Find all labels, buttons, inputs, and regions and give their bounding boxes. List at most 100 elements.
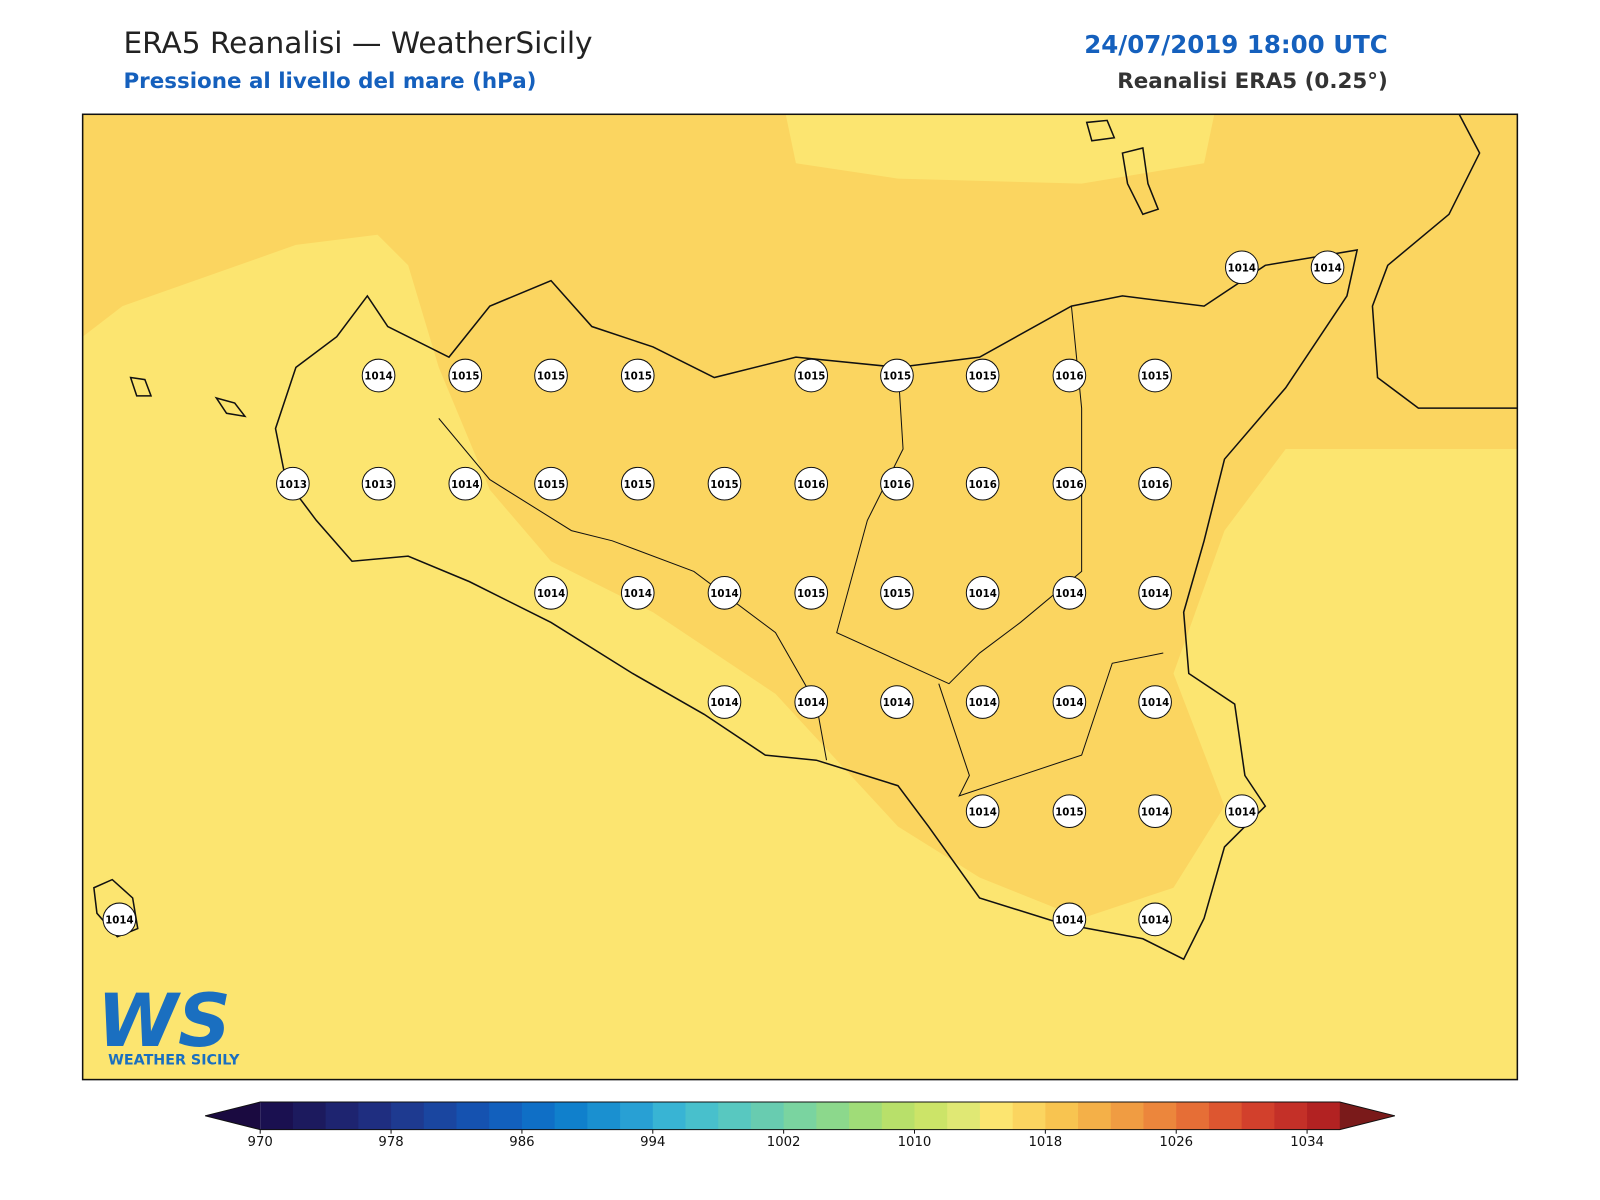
colorbar-bin — [489, 1102, 523, 1130]
station-value: 1014 — [364, 372, 392, 383]
station-marker — [620, 466, 655, 501]
colorbar-bin — [750, 1102, 785, 1130]
colorbar-tick-label: 1018 — [1028, 1135, 1062, 1150]
island — [214, 396, 247, 418]
station-value: 1015 — [537, 480, 565, 491]
station-marker — [102, 902, 137, 937]
station-marker — [1138, 466, 1172, 501]
station-value: 1014 — [797, 698, 825, 709]
subtitle: Pressione al livello del mare (hPa) — [123, 69, 536, 94]
colorbar-bin — [391, 1102, 425, 1130]
station-value: 1014 — [1141, 698, 1169, 709]
station-marker — [965, 576, 1000, 610]
coastline — [274, 249, 1359, 961]
station-value: 1015 — [1141, 372, 1169, 383]
colorbar-bin — [1208, 1102, 1243, 1130]
colorbar-bin — [1110, 1102, 1145, 1130]
station-value: 1015 — [797, 372, 825, 383]
colorbar-bin — [1012, 1102, 1046, 1130]
station-value: 1016 — [797, 480, 825, 491]
station-value: 1014 — [1228, 807, 1256, 818]
station-value: 1014 — [710, 698, 738, 709]
colorbar-bin — [456, 1102, 490, 1130]
station-marker — [880, 685, 914, 719]
station-marker — [448, 358, 483, 393]
station-marker — [794, 358, 829, 393]
colorbar-tick-label: 986 — [509, 1135, 534, 1150]
station-value: 1014 — [1228, 263, 1256, 274]
datetime: 24/07/2019 18:00 UTC — [1084, 30, 1388, 59]
station-value: 1015 — [968, 372, 996, 383]
station-marker — [1225, 250, 1259, 285]
colorbar-bin — [914, 1102, 948, 1130]
field-low — [82, 234, 1518, 1080]
station-value: 1015 — [883, 589, 911, 600]
colorbar-bin — [358, 1102, 392, 1130]
station-marker — [707, 685, 742, 719]
station-marker — [1052, 576, 1087, 610]
station-marker — [361, 466, 396, 501]
station-value: 1014 — [883, 698, 911, 709]
station-marker — [1052, 685, 1087, 719]
station-marker — [1225, 794, 1259, 829]
station-value: 1015 — [883, 372, 911, 383]
colorbar-bin — [620, 1102, 654, 1130]
colorbar-bin — [1274, 1102, 1308, 1130]
colorbar-bin — [1045, 1102, 1079, 1130]
colorbar-tick-label: 1010 — [898, 1135, 932, 1150]
colorbar-bin — [554, 1102, 588, 1130]
station-value: 1014 — [537, 589, 565, 600]
station-value: 1014 — [710, 589, 738, 600]
colorbar-under — [205, 1102, 261, 1130]
colorbar-bin — [979, 1102, 1014, 1130]
station-value: 1015 — [537, 372, 565, 383]
station-marker — [448, 466, 483, 501]
station-value: 1014 — [1055, 698, 1083, 709]
station-value: 1013 — [279, 480, 307, 491]
station-value: 1014 — [624, 589, 652, 600]
province-border — [938, 652, 1164, 797]
colorbar-tick-label: 1026 — [1159, 1135, 1193, 1150]
colorbar-over — [1339, 1102, 1395, 1130]
station-value: 1016 — [968, 480, 996, 491]
station-marker — [276, 466, 310, 501]
station-value: 1015 — [624, 480, 652, 491]
colorbar-tick-label: 1034 — [1290, 1135, 1324, 1150]
station-value: 1014 — [451, 480, 479, 491]
colorbar-tick-label: 1002 — [767, 1135, 801, 1150]
station-marker — [707, 576, 742, 610]
station-value: 1016 — [883, 480, 911, 491]
station-marker — [707, 466, 742, 501]
colorbar-bin — [1241, 1102, 1275, 1130]
colorbar-bin — [849, 1102, 883, 1130]
coastline — [1371, 113, 1518, 409]
station-value: 1015 — [451, 372, 479, 383]
station-marker — [1052, 358, 1087, 393]
station-marker — [1052, 466, 1087, 501]
station-marker — [794, 685, 829, 719]
station-marker — [880, 466, 914, 501]
map-frame — [81, 113, 1519, 1081]
station-value: 1014 — [968, 807, 996, 818]
colorbar-bin — [881, 1102, 916, 1130]
station-marker — [880, 358, 914, 393]
station-marker — [794, 466, 829, 501]
island — [1121, 147, 1160, 216]
logo-name: WEATHER SICILY — [108, 1052, 240, 1068]
station-marker — [534, 466, 568, 501]
station-value: 1014 — [1141, 807, 1169, 818]
station-marker — [965, 794, 1000, 829]
colorbar-bin — [325, 1102, 359, 1130]
station-value: 1016 — [1141, 480, 1169, 491]
station-value: 1015 — [1055, 807, 1083, 818]
colorbar-tick-label: 978 — [378, 1135, 403, 1150]
stations: 1014 1014 1014 1015 1015 1015 1015 1015 1015 1016… — [102, 250, 1345, 937]
colorbar-bin — [652, 1102, 687, 1130]
colorbar-bin — [685, 1102, 719, 1130]
station-value: 1014 — [1313, 263, 1341, 274]
source: Reanalisi ERA5 (0.25°) — [1117, 69, 1387, 94]
colorbar-tick-label: 970 — [248, 1135, 273, 1150]
station-marker — [1052, 794, 1087, 829]
logo-mark: WS — [97, 979, 231, 1064]
map — [81, 113, 1519, 1081]
